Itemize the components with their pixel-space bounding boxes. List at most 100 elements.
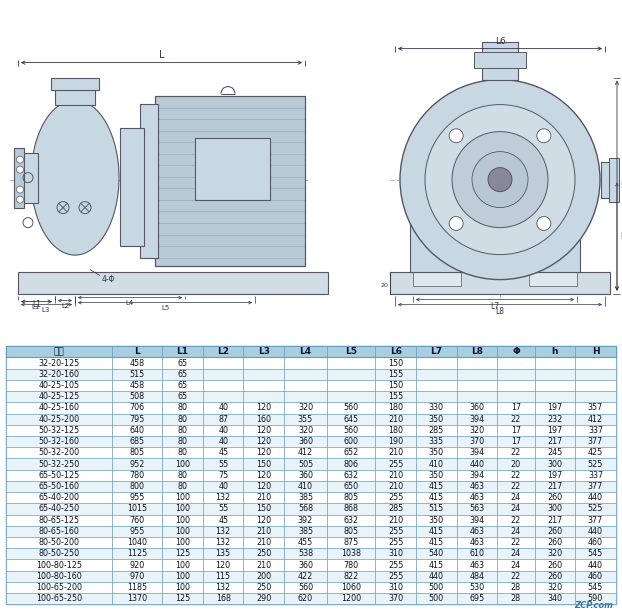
Text: 80: 80 <box>178 482 188 491</box>
Text: 1200: 1200 <box>341 594 361 603</box>
Text: 65-50-160: 65-50-160 <box>39 482 80 491</box>
Text: 320: 320 <box>547 583 562 592</box>
Text: 168: 168 <box>216 594 231 603</box>
Text: 115: 115 <box>216 572 231 580</box>
Text: 4-Φ: 4-Φ <box>101 275 114 284</box>
Text: 260: 260 <box>547 527 562 536</box>
Text: 360: 360 <box>470 403 485 412</box>
Text: 65-40-250: 65-40-250 <box>39 505 80 513</box>
Text: 232: 232 <box>547 415 562 423</box>
Text: L3: L3 <box>258 347 270 356</box>
Text: 80: 80 <box>178 415 188 423</box>
Text: 210: 210 <box>256 560 271 569</box>
Text: 210: 210 <box>388 482 403 491</box>
Text: 210: 210 <box>388 415 403 423</box>
Text: 100: 100 <box>175 527 190 536</box>
Text: 80-50-250: 80-50-250 <box>39 549 80 558</box>
Text: 80-50-200: 80-50-200 <box>39 538 80 547</box>
Circle shape <box>17 196 24 203</box>
Bar <box>6 368 616 380</box>
Text: 560: 560 <box>343 426 359 435</box>
Text: L7: L7 <box>430 347 442 356</box>
Circle shape <box>17 166 24 173</box>
Text: 412: 412 <box>588 415 603 423</box>
Text: 285: 285 <box>388 505 403 513</box>
Text: 310: 310 <box>388 549 403 558</box>
Text: 500: 500 <box>429 583 444 592</box>
Text: 440: 440 <box>470 459 485 469</box>
Text: 955: 955 <box>129 527 145 536</box>
Text: 40: 40 <box>218 437 228 446</box>
Circle shape <box>449 129 463 143</box>
Bar <box>140 104 158 258</box>
Text: 320: 320 <box>547 549 562 558</box>
Text: 150: 150 <box>256 505 271 513</box>
Text: 120: 120 <box>256 426 271 435</box>
Bar <box>6 391 616 402</box>
Text: L6: L6 <box>389 347 402 356</box>
Circle shape <box>488 167 512 192</box>
Text: 440: 440 <box>429 572 443 580</box>
Text: 255: 255 <box>388 459 404 469</box>
Bar <box>6 346 616 357</box>
Text: Φ: Φ <box>512 347 520 356</box>
Text: L8: L8 <box>496 307 504 316</box>
Text: 24: 24 <box>511 527 521 536</box>
Text: 210: 210 <box>256 527 271 536</box>
Text: 250: 250 <box>256 549 271 558</box>
Text: 350: 350 <box>429 415 444 423</box>
Bar <box>609 158 619 202</box>
Circle shape <box>400 79 600 280</box>
Text: 377: 377 <box>588 516 603 525</box>
Bar <box>18 272 328 294</box>
Text: 100: 100 <box>175 459 190 469</box>
Text: 425: 425 <box>588 448 603 457</box>
Text: 392: 392 <box>298 516 313 525</box>
Text: 40-25-125: 40-25-125 <box>39 392 80 401</box>
Text: 330: 330 <box>429 403 443 412</box>
Text: 65: 65 <box>177 381 188 390</box>
Text: 525: 525 <box>588 459 603 469</box>
Text: L: L <box>134 347 140 356</box>
Text: 155: 155 <box>388 370 403 379</box>
Text: 1015: 1015 <box>127 505 147 513</box>
Text: 1038: 1038 <box>341 549 361 558</box>
Text: 28: 28 <box>511 594 521 603</box>
Text: 300: 300 <box>547 459 562 469</box>
Text: 484: 484 <box>470 572 485 580</box>
Text: 40: 40 <box>218 482 228 491</box>
Text: 632: 632 <box>343 470 359 480</box>
Text: 920: 920 <box>129 560 144 569</box>
Text: 217: 217 <box>547 516 562 525</box>
Text: L4: L4 <box>299 347 312 356</box>
Text: 355: 355 <box>298 415 313 423</box>
Ellipse shape <box>31 100 119 255</box>
Text: 120: 120 <box>216 560 231 569</box>
Text: 1125: 1125 <box>127 549 147 558</box>
Bar <box>6 548 616 560</box>
Circle shape <box>449 216 463 230</box>
Bar <box>6 470 616 481</box>
Text: 22: 22 <box>511 415 521 423</box>
Text: 120: 120 <box>256 482 271 491</box>
Text: 415: 415 <box>429 527 444 536</box>
Bar <box>482 42 518 79</box>
Bar <box>120 128 144 246</box>
Text: 132: 132 <box>216 583 231 592</box>
Circle shape <box>537 129 551 143</box>
Text: 780: 780 <box>343 560 359 569</box>
Text: 525: 525 <box>588 505 603 513</box>
Text: 50-32-250: 50-32-250 <box>39 459 80 469</box>
Text: 210: 210 <box>256 493 271 502</box>
Text: 320: 320 <box>469 426 485 435</box>
Text: 394: 394 <box>469 516 485 525</box>
Text: 45: 45 <box>218 448 228 457</box>
Text: 805: 805 <box>129 448 144 457</box>
Text: 805: 805 <box>343 527 359 536</box>
Text: 610: 610 <box>470 549 485 558</box>
Text: 100: 100 <box>175 583 190 592</box>
Text: 652: 652 <box>343 448 359 457</box>
Text: 260: 260 <box>547 572 562 580</box>
Text: 385: 385 <box>298 527 313 536</box>
Text: 806: 806 <box>344 459 359 469</box>
